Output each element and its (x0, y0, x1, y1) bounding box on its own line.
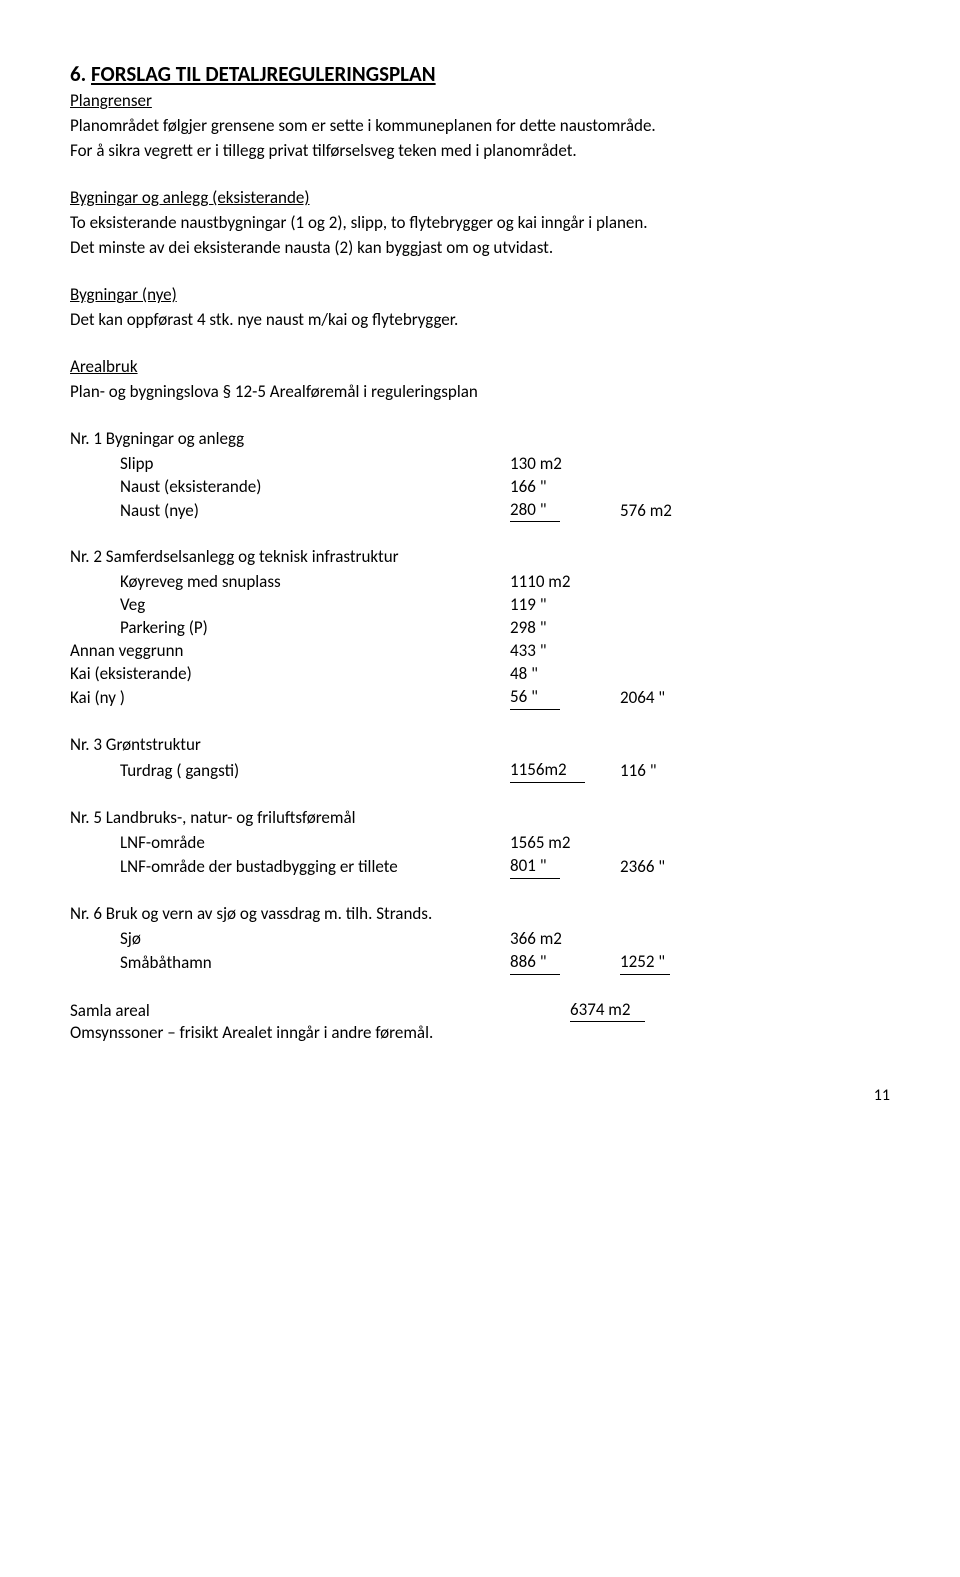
total-table: Samla areal 6374 m2 (70, 999, 680, 1023)
nr2-table: Køyreveg med snuplass 1110 m2 Veg 119 " … (70, 571, 730, 710)
total-label: Samla areal (70, 999, 460, 1023)
row-val1: 280 " (510, 499, 620, 523)
arealbruk-title: Arealbruk (70, 356, 890, 379)
row-val1: 130 m2 (510, 453, 620, 476)
row-label: Slipp (70, 453, 510, 476)
row-label: Annan veggrunn (70, 640, 510, 663)
row-val2 (620, 640, 730, 663)
heading-title: FORSLAG TIL DETALJREGULERINGSPLAN (91, 61, 436, 87)
nr5-title: Nr. 5 Landbruks-, natur- og friluftsføre… (70, 807, 890, 830)
row-val1: 298 " (510, 617, 620, 640)
row-val2 (620, 594, 730, 617)
row-val2: 576 m2 (620, 499, 730, 523)
table-row: Naust (nye) 280 " 576 m2 (70, 499, 730, 523)
row-val2 (620, 928, 730, 951)
row-label: Naust (eksisterande) (70, 476, 510, 499)
row-val2: 2366 " (620, 855, 730, 879)
row-val1: 119 " (510, 594, 620, 617)
row-val1: 433 " (510, 640, 620, 663)
section-heading: 6. FORSLAG TIL DETALJREGULERINGSPLAN (70, 60, 890, 88)
nr1-title: Nr. 1 Bygningar og anlegg (70, 428, 890, 451)
nr6-title: Nr. 6 Bruk og vern av sjø og vassdrag m.… (70, 903, 890, 926)
total-value: 6374 m2 (570, 999, 680, 1023)
plangrenser-body1: Planområdet følgjer grensene som er sett… (70, 115, 890, 138)
table-row: Veg 119 " (70, 594, 730, 617)
nr6-table: Sjø 366 m2 Småbåthamn 886 " 1252 " (70, 928, 730, 975)
row-val1: 166 " (510, 476, 620, 499)
table-row: Småbåthamn 886 " 1252 " (70, 951, 730, 975)
table-row: LNF-område 1565 m2 (70, 832, 730, 855)
row-label: Kai (eksisterande) (70, 663, 510, 686)
table-row: LNF-område der bustadbygging er tillete … (70, 855, 730, 879)
table-row: Kai (ny ) 56 " 2064 " (70, 686, 730, 710)
nye-title: Bygningar (nye) (70, 284, 890, 307)
row-label: Parkering (P) (70, 617, 510, 640)
nr2-title: Nr. 2 Samferdselsanlegg og teknisk infra… (70, 546, 890, 569)
row-val1 (460, 999, 570, 1023)
table-row: Kai (eksisterande) 48 " (70, 663, 730, 686)
row-val2: 2064 " (620, 686, 730, 710)
table-row: Sjø 366 m2 (70, 928, 730, 951)
table-row: Annan veggrunn 433 " (70, 640, 730, 663)
table-row: Slipp 130 m2 (70, 453, 730, 476)
table-row: Turdrag ( gangsti) 1156m2 116 " (70, 759, 730, 783)
nr3-title: Nr. 3 Grøntstruktur (70, 734, 890, 757)
plangrenser-title: Plangrenser (70, 90, 890, 113)
page-number: 11 (70, 1085, 890, 1107)
row-label: Køyreveg med snuplass (70, 571, 510, 594)
arealbruk-body: Plan- og bygningslova § 12-5 Arealføremå… (70, 381, 890, 404)
eksisterande-body1: To eksisterande naustbygningar (1 og 2),… (70, 212, 890, 235)
row-label: Naust (nye) (70, 499, 510, 523)
row-val2: 1252 " (620, 951, 730, 975)
row-val2 (620, 617, 730, 640)
nr1-table: Slipp 130 m2 Naust (eksisterande) 166 " … (70, 453, 730, 523)
row-val2 (620, 453, 730, 476)
row-label: Sjø (70, 928, 510, 951)
nr3-table: Turdrag ( gangsti) 1156m2 116 " (70, 759, 730, 783)
row-label: Veg (70, 594, 510, 617)
row-val2 (620, 476, 730, 499)
eksisterande-body2: Det minste av dei eksisterande nausta (2… (70, 237, 890, 260)
row-val1: 1156m2 (510, 759, 620, 783)
row-val1: 366 m2 (510, 928, 620, 951)
row-label: Turdrag ( gangsti) (70, 759, 510, 783)
row-val2 (620, 663, 730, 686)
nye-body: Det kan oppførast 4 stk. nye naust m/kai… (70, 309, 890, 332)
row-val2 (620, 832, 730, 855)
row-val1: 1110 m2 (510, 571, 620, 594)
row-val1: 1565 m2 (510, 832, 620, 855)
total-note: Omsynssoner – frisikt Arealet inngår i a… (70, 1022, 890, 1045)
row-val2 (620, 571, 730, 594)
row-val2: 116 " (620, 759, 730, 783)
plangrenser-body2: For å sikra vegrett er i tillegg privat … (70, 140, 890, 163)
row-label: Kai (ny ) (70, 686, 510, 710)
row-val1: 48 " (510, 663, 620, 686)
table-row: Samla areal 6374 m2 (70, 999, 680, 1023)
row-label: LNF-område (70, 832, 510, 855)
nr5-table: LNF-område 1565 m2 LNF-område der bustad… (70, 832, 730, 879)
table-row: Parkering (P) 298 " (70, 617, 730, 640)
row-label: LNF-område der bustadbygging er tillete (70, 855, 510, 879)
row-label: Småbåthamn (70, 951, 510, 975)
table-row: Naust (eksisterande) 166 " (70, 476, 730, 499)
row-val1: 886 " (510, 951, 620, 975)
table-row: Køyreveg med snuplass 1110 m2 (70, 571, 730, 594)
heading-number: 6. (70, 61, 86, 87)
row-val1: 56 " (510, 686, 620, 710)
eksisterande-title: Bygningar og anlegg (eksisterande) (70, 187, 890, 210)
row-val1: 801 " (510, 855, 620, 879)
